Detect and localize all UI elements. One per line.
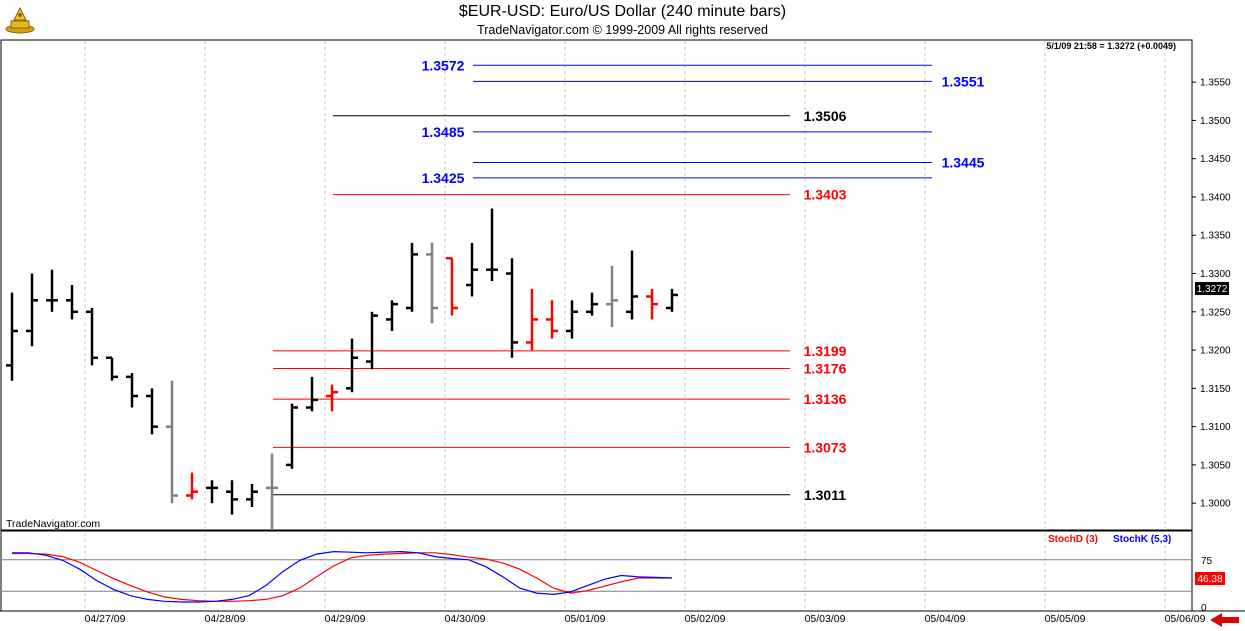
tradenavigator-logo-icon <box>5 6 35 34</box>
stoch-tick-label: 0 <box>1201 603 1207 614</box>
y-tick-label: 1.3300 <box>1200 269 1231 280</box>
ohlc-bar <box>566 300 578 339</box>
level-label: 1.3199 <box>804 343 847 359</box>
chart-subtitle: TradeNavigator.com © 1999-2009 All right… <box>477 23 768 37</box>
price-bars <box>6 208 678 530</box>
ohlc-bar <box>606 265 618 328</box>
watermark: TradeNavigator.com <box>6 518 100 530</box>
ohlc-bar <box>586 292 598 316</box>
stochastic-lines <box>2 550 1191 603</box>
y-tick-label: 1.3350 <box>1200 231 1231 242</box>
level-label: 1.3425 <box>422 170 465 186</box>
level-label: 1.3403 <box>804 187 847 203</box>
last-price-badge-text: 1.3272 <box>1197 284 1228 295</box>
vertical-grid <box>84 41 1166 611</box>
level-label: 1.3073 <box>804 439 847 455</box>
ohlc-bar <box>466 242 478 297</box>
ohlc-bar <box>186 472 198 500</box>
ohlc-bar <box>506 258 518 358</box>
level-label: 1.3176 <box>804 360 847 376</box>
ohlc-bar <box>226 480 238 515</box>
ohlc-bar <box>86 307 98 366</box>
y-tick-label: 1.3250 <box>1200 307 1231 318</box>
ohlc-bar <box>486 208 498 282</box>
ohlc-bar <box>646 288 658 320</box>
ohlc-bar <box>626 250 638 320</box>
chart-title: $EUR-USD: Euro/US Dollar (240 minute bar… <box>458 3 787 20</box>
date-axis: 04/27/09 04/28/09 04/29/09 04/30/09 05/01/09… <box>85 613 1206 625</box>
legend-stochd: StochD (3) <box>1048 534 1098 545</box>
x-tick-label: 05/02/09 <box>685 613 726 625</box>
ohlc-bar <box>426 242 438 324</box>
y-tick-label: 1.3000 <box>1200 499 1231 510</box>
ohlc-bar <box>246 484 258 508</box>
ohlc-bar <box>666 288 678 312</box>
level-label: 1.3136 <box>804 391 847 407</box>
ohlc-bar <box>106 356 118 381</box>
scroll-right-arrow-icon[interactable] <box>1210 613 1239 627</box>
x-tick-label: 05/03/09 <box>805 613 846 625</box>
x-tick-label: 05/01/09 <box>565 613 606 625</box>
y-tick-label: 1.3150 <box>1200 384 1231 395</box>
ohlc-bar <box>406 242 418 312</box>
stoch-series-line <box>12 550 673 603</box>
y-tick-label: 1.3100 <box>1200 422 1231 433</box>
y-tick-label: 1.3550 <box>1200 78 1231 89</box>
ohlc-bar <box>286 403 298 469</box>
y-tick-label: 1.3050 <box>1200 460 1231 471</box>
y-tick-label: 1.3200 <box>1200 346 1231 357</box>
ohlc-bar <box>206 480 218 504</box>
x-tick-label: 05/06/09 <box>1165 613 1206 625</box>
price-axis: 1.3000 1.3050 1.3100 1.3150 1.3200 1.3250 1.33… <box>1192 78 1231 510</box>
level-label: 1.3506 <box>804 108 847 124</box>
y-tick-label: 1.3450 <box>1200 154 1231 165</box>
ohlc-bar <box>126 373 138 408</box>
y-tick-label: 1.3400 <box>1200 192 1231 203</box>
x-tick-label: 04/29/09 <box>325 613 366 625</box>
level-label: 1.3445 <box>942 155 985 171</box>
level-label: 1.3551 <box>942 73 985 89</box>
ohlc-bar <box>346 338 358 393</box>
price-levels: 1.3572 1.3551 1.3506 1.3485 1.3445 1.3425 1.34… <box>273 57 985 503</box>
x-tick-label: 05/05/09 <box>1045 613 1086 625</box>
ohlc-bar <box>46 269 58 312</box>
y-tick-label: 1.3500 <box>1200 116 1231 127</box>
x-tick-label: 04/30/09 <box>445 613 486 625</box>
legend-stochk: StochK (5,3) <box>1113 534 1171 545</box>
ohlc-bar <box>66 285 78 320</box>
level-label: 1.3485 <box>422 124 465 140</box>
ohlc-bar <box>546 300 558 339</box>
ohlc-bar <box>306 376 318 412</box>
ohlc-bar <box>326 384 338 412</box>
ohlc-bar <box>26 273 38 347</box>
level-label: 1.3572 <box>422 57 465 73</box>
last-quote: 5/1/09 21:58 = 1.3272 (+0.0049) <box>1046 41 1176 51</box>
ohlc-bar <box>386 300 398 331</box>
ohlc-bar <box>146 388 158 435</box>
stoch-series-line <box>12 552 672 602</box>
stoch-value-badge-text: 46.38 <box>1197 574 1222 585</box>
ohlc-bar <box>266 453 278 530</box>
x-tick-label: 04/28/09 <box>205 613 246 625</box>
stoch-tick-label: 75 <box>1201 556 1213 567</box>
stoch-value-badge <box>1195 572 1225 585</box>
ohlc-bar <box>6 292 18 381</box>
ohlc-bar <box>166 380 178 504</box>
ohlc-bar <box>526 288 538 351</box>
ohlc-bar <box>366 311 378 370</box>
stochastic-axis: 75 0 <box>1201 556 1213 614</box>
x-tick-label: 05/04/09 <box>925 613 966 625</box>
x-tick-label: 04/27/09 <box>85 613 126 625</box>
ohlc-bar <box>446 256 458 316</box>
price-panel-frame <box>0 39 1193 531</box>
level-label: 1.3011 <box>804 487 846 503</box>
last-price-badge <box>1195 282 1229 295</box>
